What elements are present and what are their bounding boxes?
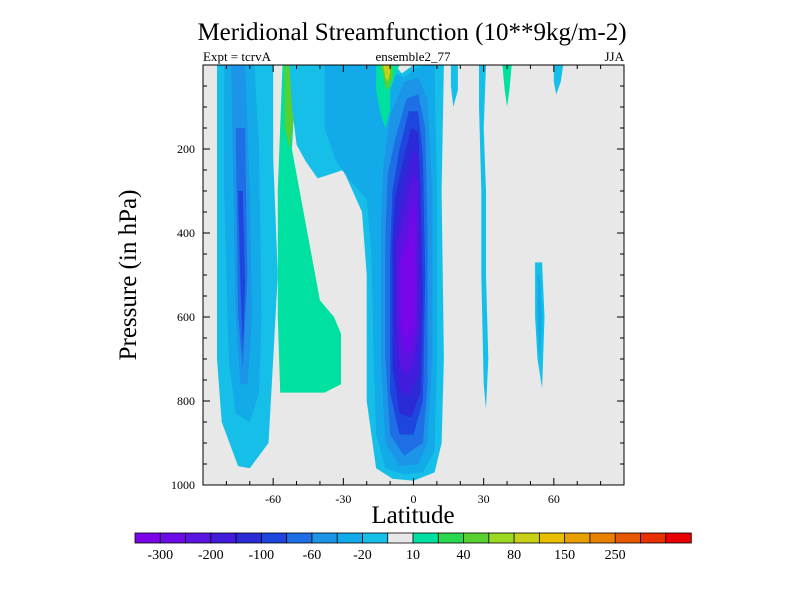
colorbar-swatch [260,532,288,544]
colorbar-label: 10 [406,548,420,563]
colorbar-swatch [412,532,439,544]
y-tick-label: 1000 [171,478,195,492]
x-tick-label: -60 [265,492,281,506]
northern-features-level--10-0 [450,65,458,107]
colorbar-label: 250 [605,548,626,563]
colorbar-label: 40 [457,548,471,563]
y-tick-label: 800 [177,394,195,408]
colorbar-swatch [614,532,642,544]
colorbar-swatch [159,532,187,544]
colorbar-label: -200 [198,548,224,563]
tropical-cell-level-80-12 [383,65,391,82]
chart-subtitle-left: Expt = tcrvA [203,49,272,64]
colorbar-label: 80 [507,548,521,563]
x-tick-label: 60 [548,492,560,506]
colorbar-swatch [589,532,616,544]
tropical-cell-level--300-9 [401,224,414,334]
colorbar-label: 150 [554,548,575,563]
chart-subtitle-right: JJA [604,49,624,64]
colorbar-label: -300 [147,548,173,563]
colorbar-label: -20 [353,548,372,563]
x-tick-label: 0 [411,492,417,506]
northern-features-level-10-5 [502,65,512,107]
y-tick-label: 400 [177,226,195,240]
colorbar-swatch [362,532,389,544]
x-axis: -60 -30 0 30 60 [202,65,625,506]
x-axis-label: Latitude [371,502,454,529]
colorbar-swatch [311,532,338,544]
y-axis: 200 400 600 800 1000 [171,64,624,492]
tropical-cell-level-10-10 [376,65,400,128]
polar-positive-band-level-10-0 [277,65,341,393]
colorbar-swatch [538,532,566,544]
x-tick-label: -30 [335,492,351,506]
southern-cell-level--80-4 [238,191,246,351]
x-tick-label: 30 [478,492,490,506]
colorbar-swatch [235,532,263,544]
colorbar-swatch [640,532,667,544]
colorbar-label: -100 [249,548,275,563]
colorbar-swatch [387,532,414,544]
northern-features-level--20-3 [537,275,543,359]
colorbar-swatch [488,532,515,544]
y-tick-label: 200 [177,142,195,156]
northern-features-level--10-4 [553,65,564,95]
colorbar-swatch [513,532,541,544]
chart-title: Meridional Streamfunction (10**9kg/m-2) [197,19,626,46]
colorbar-label: -60 [303,548,322,563]
contour-fill-layer [217,65,564,481]
colorbar-swatch [210,532,237,544]
y-tick-label: 600 [177,310,195,324]
colorbar-swatch [185,532,212,544]
colorbar-swatch [665,532,692,544]
colorbar-swatch [463,532,490,544]
northern-features-level--10-1 [479,65,489,410]
colorbar: -300 -200 -100 -60 -20 10 40 80 150 250 [134,532,692,563]
colorbar-swatch [134,532,161,544]
colorbar-swatch [286,532,313,544]
colorbar-swatch [437,532,465,544]
colorbar-swatch [336,532,364,544]
y-axis-label: Pressure (in hPa) [115,190,142,361]
colorbar-swatch [564,532,591,544]
chart-subtitle-center: ensemble2_77 [375,49,451,64]
